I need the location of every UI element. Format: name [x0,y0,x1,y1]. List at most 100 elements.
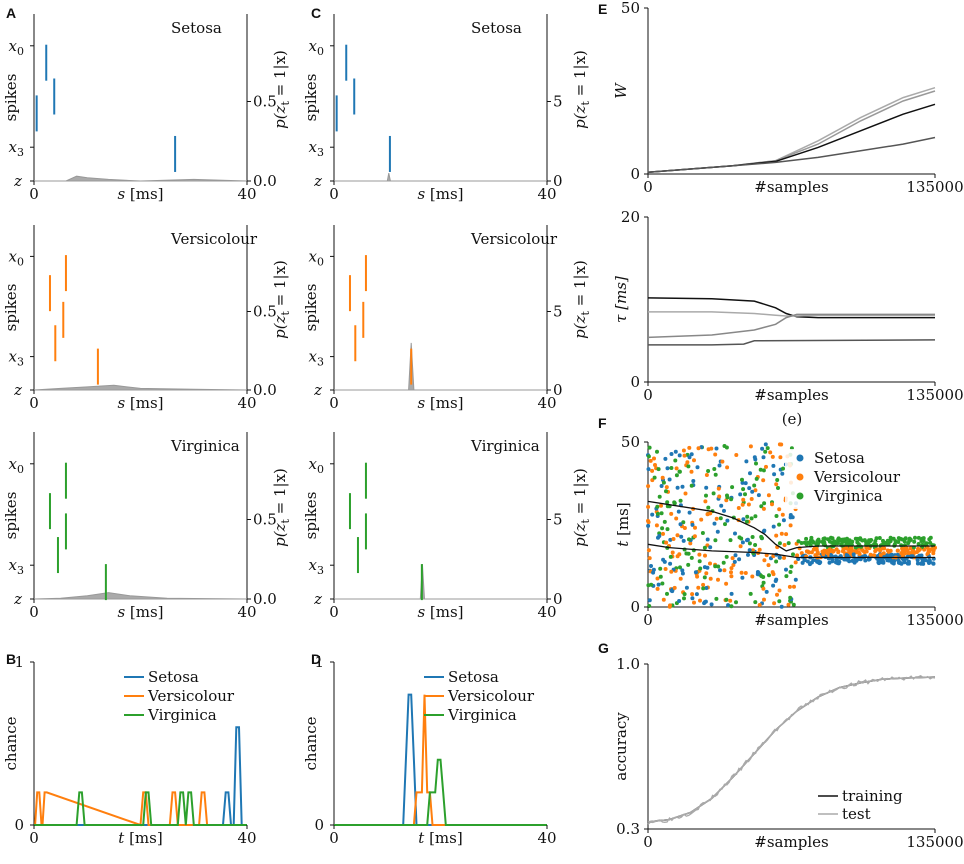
output-trace [33,384,248,391]
input-line-0 [66,291,109,390]
ytick-x3-main: x [309,138,318,156]
dot-versicolour [731,563,736,567]
ytick-x0: x0 [309,37,324,58]
xtick-1: 40 [237,829,256,847]
p-label-part-1: t [279,519,292,524]
dot-versicolour [777,442,782,447]
ylabel-chance: chance [2,716,20,770]
dot-virginica [748,591,753,596]
dot-virginica [698,566,703,571]
input-line-1 [350,311,411,390]
dot-versicolour [668,603,672,608]
dot-setosa [680,568,685,573]
dot-setosa [780,471,785,476]
dot-versicolour [688,541,693,546]
dot-versicolour [782,543,787,547]
dot-setosa [678,522,683,527]
ytick-x0-sub: 0 [17,45,24,58]
legend-label: Setosa [171,19,222,37]
panel-G: 0.3 1.0 0 135000 #samples accuracy trainingtes… [612,655,964,851]
dot-virginica [853,536,858,541]
dot-setosa [748,471,752,476]
dot-setosa [752,455,757,460]
series-virginica [334,758,547,826]
dot-versicolour [653,463,657,467]
dot-versicolour [682,526,687,530]
dot-setosa [773,579,778,583]
legend-label-virginica: Virginica [447,706,517,724]
dot-virginica [740,477,744,482]
dot-virginica [788,570,793,574]
ytick-x3: x3 [309,138,324,159]
dot-versicolour [660,475,665,480]
dot-virginica [839,542,844,547]
xtick-1: 40 [537,394,556,412]
dot-setosa [694,592,699,597]
xtick-1: 40 [537,185,556,203]
output-trace [334,563,547,600]
dot-versicolour [925,545,930,550]
dot-versicolour [693,525,697,530]
dot-setosa [667,477,672,482]
dot-virginica [874,536,879,541]
dot-versicolour [738,544,743,549]
dot-virginica [763,449,768,454]
dot-virginica [767,573,771,578]
dot-versicolour [728,598,733,603]
dot-versicolour [722,568,727,573]
y2tick-0: 0.0 [253,172,277,190]
dot-virginica [924,541,929,546]
ytick-x3-sub: 3 [317,356,324,369]
dot-setosa [761,455,766,460]
panel-E-W: 0 50 0 135000 #samples W [612,0,964,196]
dot-setosa [687,455,692,460]
legend-label-setosa: Setosa [148,668,199,686]
dot-versicolour [774,482,779,487]
legend-label-setosa: Setosa [448,668,499,686]
dot-setosa [687,510,692,515]
y2tick-1: 0.5 [253,303,277,321]
dot-setosa [663,456,668,461]
dot-versicolour [647,556,652,561]
dot-versicolour [844,545,849,550]
dot-versicolour [650,468,655,473]
dot-versicolour [868,552,873,557]
y2tick-0: 0.0 [253,590,277,608]
dot-versicolour [664,485,669,490]
dot-setosa [901,557,906,562]
dot-setosa [680,484,685,489]
dot-setosa [844,557,849,562]
dot-versicolour [815,550,820,555]
dot-virginica [811,540,816,545]
xtick-0: 0 [329,394,339,412]
ytick-1: 50 [621,0,640,17]
dot-versicolour [788,523,793,528]
dot-versicolour [861,548,865,553]
dot-versicolour [907,551,911,555]
dot-virginica [725,495,730,500]
dot-virginica [902,539,907,544]
dot-virginica [752,483,757,488]
dot-setosa [715,529,720,534]
dot-virginica [649,582,654,587]
dot-virginica [893,539,898,544]
dot-virginica [791,552,795,557]
dot-versicolour [778,455,783,460]
dot-versicolour [664,540,669,545]
dot-setosa [677,599,682,603]
dot-setosa [726,603,731,608]
dot-virginica [712,467,717,471]
xlabel-t-unit: [ms] [124,829,162,847]
dot-setosa [888,553,893,558]
xtick-1: 40 [237,603,256,621]
legend-label-test: test [842,805,871,823]
y2tick-0: 0 [553,381,563,399]
dot-versicolour [864,549,869,554]
dot-versicolour [734,453,739,457]
legend-label-versicolour: Versicolour [813,468,901,486]
dot-virginica [701,586,706,591]
dot-virginica [704,493,708,498]
series-tau3 [647,313,935,339]
dot-versicolour [750,548,755,553]
panel-letter-G: G [598,640,609,656]
